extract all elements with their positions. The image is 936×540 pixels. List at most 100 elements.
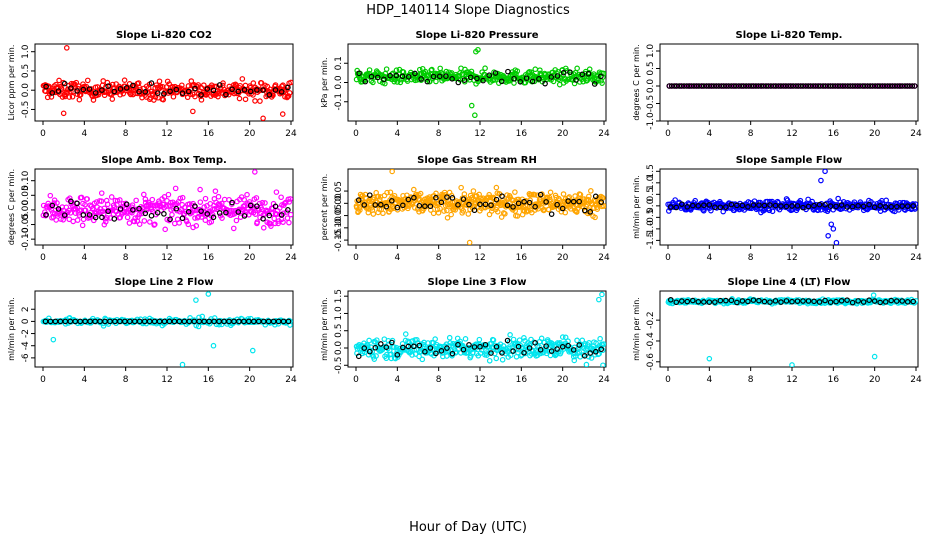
point <box>79 222 86 229</box>
reference-point <box>537 347 544 353</box>
x-tick-label: 20 <box>244 253 256 263</box>
reference-point <box>678 201 685 207</box>
point <box>402 337 409 344</box>
panel-5: Slope Gas Stream RH 0 4 8 12 16 20 24 -0.15-0.10… <box>320 155 610 263</box>
reference-point <box>778 299 784 305</box>
point <box>54 200 60 206</box>
reference-point <box>591 81 598 87</box>
reference-point <box>466 342 472 348</box>
point <box>183 208 189 215</box>
reference-point <box>585 70 592 77</box>
reference-point <box>68 85 74 91</box>
x-tick-label: 20 <box>244 375 256 385</box>
point <box>577 191 584 198</box>
x-tick-label: 20 <box>557 129 569 139</box>
y-tick-label: -0.2 <box>646 311 656 329</box>
reference-point <box>526 345 533 351</box>
point <box>430 210 437 217</box>
x-tick-label: 12 <box>474 253 485 263</box>
point <box>586 193 592 200</box>
point <box>108 194 115 200</box>
reference-point <box>154 209 161 216</box>
x-tick-label: 16 <box>828 375 840 385</box>
reference-point <box>565 342 571 349</box>
y-tick-label: 0.1 <box>334 56 344 70</box>
reference-point <box>822 297 828 304</box>
x-tick-label: 24 <box>910 375 922 385</box>
y-axis-title: kPa per min. <box>320 57 329 107</box>
point <box>165 191 172 198</box>
reference-point <box>136 205 142 212</box>
reference-point <box>235 88 242 95</box>
point <box>532 66 539 73</box>
point <box>285 93 292 99</box>
x-tick-label: 24 <box>910 129 922 139</box>
point <box>516 337 523 343</box>
x-tick-label: 16 <box>516 253 528 263</box>
point <box>434 206 441 213</box>
point <box>534 192 540 198</box>
point <box>531 191 538 198</box>
point <box>462 336 469 342</box>
reference-point <box>247 202 254 209</box>
reference-point <box>167 216 173 223</box>
reference-point <box>548 74 555 80</box>
data-points <box>665 292 918 367</box>
point <box>172 185 179 192</box>
y-axis-title: degrees C per min. <box>632 44 641 120</box>
outlier-point <box>260 115 266 121</box>
reference-point <box>822 201 828 208</box>
reference-point <box>598 199 605 205</box>
x-axis-title: Hour of Day (UTC) <box>409 520 527 535</box>
reference-point <box>772 202 779 209</box>
point <box>252 98 258 104</box>
reference-point <box>383 203 390 210</box>
reference-point <box>767 299 773 305</box>
point <box>753 206 760 213</box>
x-tick-label: 8 <box>123 129 129 139</box>
reference-point <box>460 196 467 202</box>
point <box>141 191 147 198</box>
outlier-point <box>828 221 835 228</box>
point <box>257 98 263 104</box>
point <box>913 298 918 304</box>
reference-point <box>422 203 428 209</box>
point <box>493 184 500 191</box>
point <box>356 205 363 211</box>
reference-point <box>761 202 768 209</box>
reference-point <box>811 202 817 209</box>
point <box>574 337 580 344</box>
panel-3: Slope Li-820 Temp. 0 4 8 12 16 20 24 -1.0-0.50.0… <box>632 30 922 139</box>
point <box>179 194 186 201</box>
outlier-point <box>279 111 286 117</box>
reference-point <box>504 337 511 344</box>
reference-point <box>805 298 812 304</box>
point <box>252 211 259 217</box>
y-tick-label: 0.0 <box>334 341 344 356</box>
reference-point <box>734 202 740 209</box>
reference-point <box>559 343 566 350</box>
reference-point <box>247 88 254 95</box>
point <box>366 337 372 344</box>
reference-point <box>198 92 204 98</box>
point <box>208 218 215 225</box>
data-points <box>665 169 918 245</box>
panel-1: Slope Li-820 CO2 0 4 8 12 16 20 24 -0.5 0.0 0.5 1.0… <box>7 30 297 139</box>
point <box>197 199 204 205</box>
y-axis-title: ml/min per min. <box>632 297 641 361</box>
point <box>195 82 201 88</box>
reference-point <box>911 83 918 89</box>
reference-point <box>521 350 527 356</box>
point <box>270 92 276 99</box>
reference-point <box>260 215 266 222</box>
point <box>162 226 168 233</box>
reference-point <box>877 299 883 306</box>
reference-point <box>505 68 511 75</box>
point <box>74 217 81 223</box>
y-tick-label: -0.05 <box>334 204 344 227</box>
reference-point <box>860 203 867 210</box>
reference-point <box>400 202 406 209</box>
reference-point <box>389 197 395 204</box>
outlier-point <box>389 169 395 175</box>
data-points <box>353 291 606 367</box>
